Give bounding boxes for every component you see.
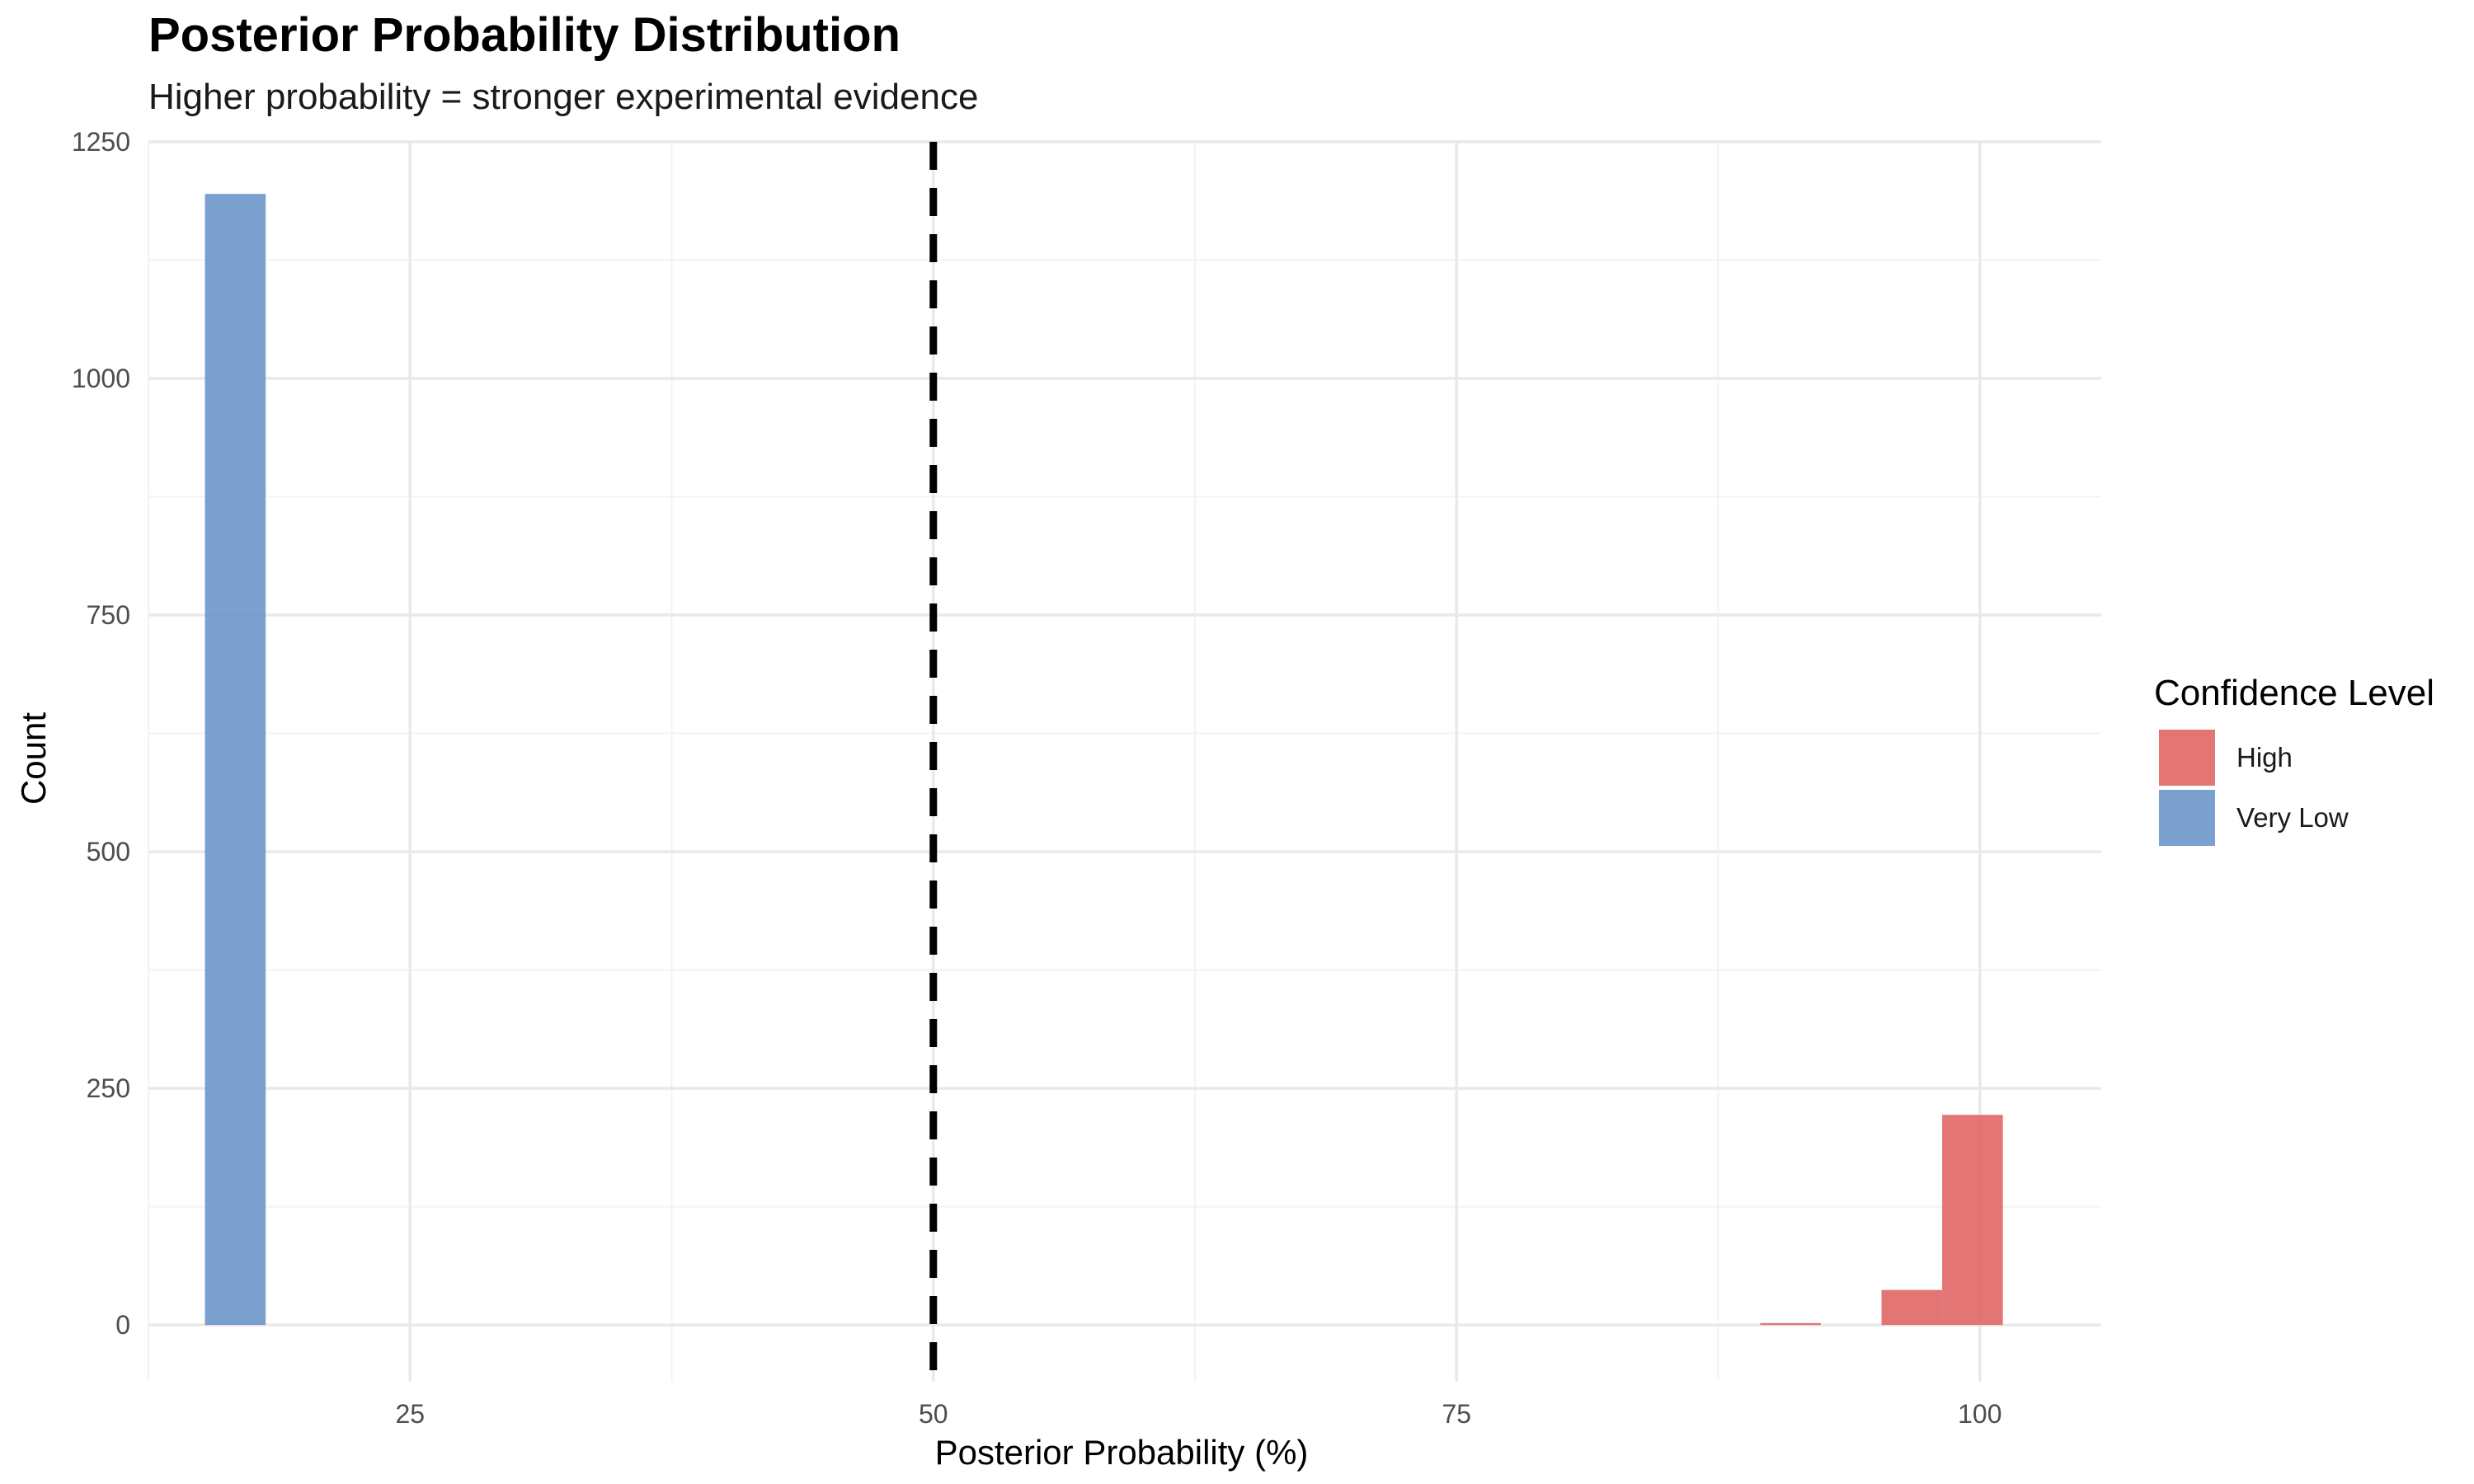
legend-swatch — [2159, 790, 2215, 846]
legend-title: Confidence Level — [2154, 673, 2434, 713]
legend-swatch — [2159, 730, 2215, 786]
x-tick-label: 50 — [919, 1399, 948, 1429]
x-axis-title: Posterior Probability (%) — [935, 1433, 1309, 1472]
y-tick-label: 1250 — [72, 127, 130, 157]
histogram-bar — [1760, 1322, 1821, 1326]
chart-title: Posterior Probability Distribution — [148, 8, 901, 62]
legend: Confidence Level High Very Low — [2154, 673, 2434, 846]
y-axis-title: Count — [14, 712, 53, 805]
legend-label: Very Low — [2236, 802, 2349, 833]
chart-subtitle: Higher probability = stronger experiment… — [148, 77, 978, 117]
y-tick-label: 0 — [115, 1310, 130, 1340]
histogram-bar — [1942, 1115, 2003, 1326]
histogram-bar — [205, 194, 266, 1326]
y-tick-label: 250 — [87, 1073, 130, 1103]
histogram-bars — [205, 194, 2003, 1326]
histogram-bar — [1881, 1289, 1943, 1326]
legend-label: High — [2236, 742, 2293, 773]
plot-grid — [148, 140, 2101, 1382]
x-tick-label: 25 — [395, 1399, 425, 1429]
y-tick-label: 1000 — [72, 364, 130, 393]
y-tick-label: 750 — [87, 600, 130, 630]
x-tick-label: 75 — [1442, 1399, 1471, 1429]
y-axis-ticks: 0 250 500 750 1000 1250 — [72, 127, 130, 1340]
y-tick-label: 500 — [87, 837, 130, 866]
x-axis-ticks: 25 50 75 100 — [395, 1399, 2001, 1429]
x-tick-label: 100 — [1958, 1399, 2001, 1429]
legend-items: High Very Low — [2159, 730, 2349, 846]
